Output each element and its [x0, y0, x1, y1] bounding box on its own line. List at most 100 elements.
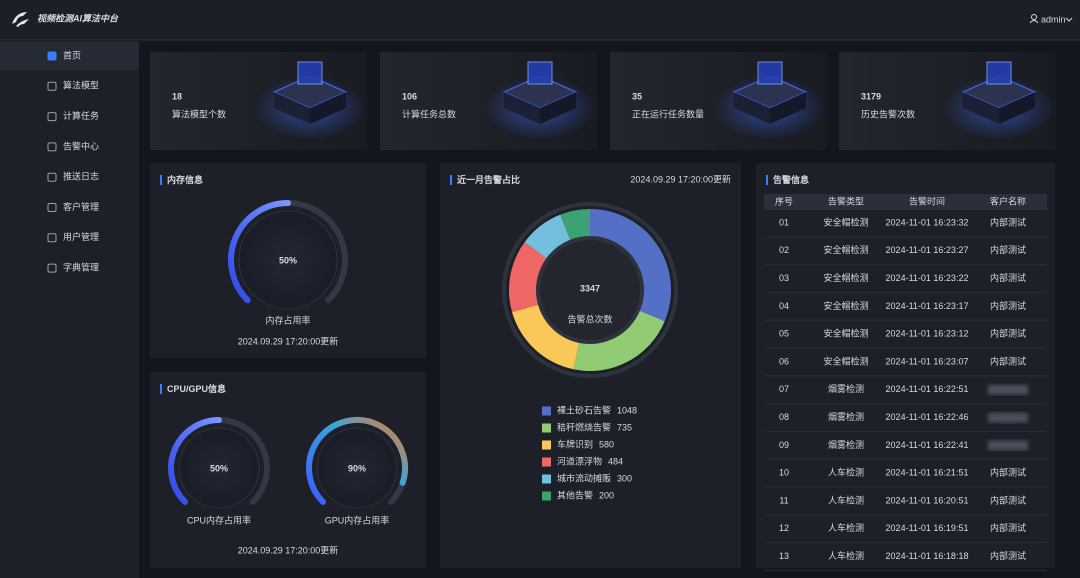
menu-active-bg — [0, 42, 139, 70]
table-cell: 安全帽检测 — [823, 244, 868, 255]
legend-name: 车牌识别 — [557, 438, 593, 449]
table-cell: 2024-11-01 16:21:51 — [886, 468, 969, 478]
panel-title-bar — [766, 175, 768, 185]
table-cell: 安全帽检测 — [823, 355, 868, 366]
updated-time: 2024.09.29 17:20:00更新 — [630, 173, 731, 184]
gauge-caption: 内存占用率 — [265, 314, 310, 325]
stat-value: 3179 — [861, 91, 881, 101]
legend-value: 580 — [599, 439, 614, 449]
table-cell: 烟雾检测 — [828, 383, 864, 394]
legend-value: 300 — [617, 473, 632, 483]
legend-name: 河道漂浮物 — [557, 455, 602, 466]
gauge-arc — [168, 417, 222, 505]
legend-swatch — [542, 423, 551, 433]
user-icon — [1031, 14, 1037, 20]
table-cell: 人车检测 — [828, 494, 864, 505]
stat-value: 18 — [172, 91, 182, 101]
menu-item[interactable]: 计算任务 — [63, 110, 99, 121]
table-header-cell: 序号 — [775, 195, 793, 206]
gauge-dial — [238, 210, 338, 310]
legend-swatch — [542, 457, 551, 467]
donut-outer-ring — [502, 202, 678, 378]
updated-time: 2024.09.29 17:20:00更新 — [238, 335, 339, 346]
table-cell: 烟雾检测 — [828, 439, 864, 450]
gauge-value: 50% — [210, 463, 228, 473]
card-illustration-left — [274, 92, 310, 124]
menu-icon — [47, 51, 57, 61]
table-cell: 2024-11-01 16:23:17 — [886, 301, 969, 311]
table-cell: 人车检测 — [828, 467, 864, 478]
menu-item[interactable]: 推送日志 — [63, 171, 99, 182]
panel-title-bar — [450, 175, 452, 185]
card-illustration-left — [734, 92, 770, 124]
gauge-caption: GPU内存占用率 — [325, 514, 390, 525]
table-cell: 07 — [779, 384, 789, 394]
table-header-cell: 告警时间 — [909, 195, 945, 206]
table-cell: 2024-11-01 16:19:51 — [886, 523, 969, 533]
menu-item[interactable]: 首页 — [63, 49, 81, 60]
menu-item[interactable]: 用户管理 — [63, 231, 99, 242]
legend-swatch — [542, 474, 551, 484]
panel-title: CPU/GPU信息 — [167, 383, 226, 394]
panel-title: 近一月告警占比 — [457, 174, 520, 185]
table-cell: 人车检测 — [828, 550, 864, 561]
donut-segment — [560, 209, 590, 240]
donut-total-label: 告警总次数 — [567, 313, 612, 324]
panel-title-bar — [160, 175, 162, 185]
table-cell: 内部测试 — [990, 272, 1026, 283]
table-cell: 03 — [779, 273, 789, 283]
table-cell: 内部测试 — [990, 216, 1026, 227]
donut-segment — [524, 214, 571, 259]
table-cell: 安全帽检测 — [823, 272, 868, 283]
table-cell: 2024-11-01 16:23:27 — [886, 245, 969, 255]
table-cell: 2024-11-01 16:22:41 — [886, 440, 969, 450]
table-cell: 2024-11-01 16:18:18 — [886, 551, 969, 561]
legend-swatch — [542, 406, 551, 416]
logo — [12, 12, 29, 27]
table-cell: 内部测试 — [990, 522, 1026, 533]
menu-item[interactable]: 告警中心 — [63, 140, 99, 151]
card-illustration-screen — [986, 61, 1012, 85]
card-illustration-right — [310, 92, 346, 124]
menu-icon — [47, 142, 57, 152]
panel-title: 内存信息 — [167, 174, 203, 185]
menu-item[interactable]: 客户管理 — [63, 201, 99, 212]
card-illustration-left — [963, 92, 999, 124]
legend-swatch — [542, 491, 551, 501]
blurred-cell — [988, 440, 1028, 451]
table-cell: 内部测试 — [990, 355, 1026, 366]
table-cell: 05 — [779, 329, 789, 339]
donut-segment — [573, 310, 665, 372]
stat-label: 历史告警次数 — [861, 108, 915, 119]
table-cell: 内部测试 — [990, 550, 1026, 561]
table-cell: 安全帽检测 — [823, 216, 868, 227]
gauge-value: 50% — [279, 255, 297, 265]
blurred-cell — [988, 412, 1028, 423]
legend-swatch — [542, 440, 551, 450]
blurred-cell — [988, 384, 1028, 395]
table-cell: 2024-11-01 16:23:07 — [886, 356, 969, 366]
card-illustration-left — [504, 92, 540, 124]
user-dropdown[interactable] — [1065, 17, 1073, 22]
table-cell: 10 — [779, 468, 789, 478]
donut-segment — [509, 242, 547, 313]
menu-item[interactable]: 算法模型 — [63, 80, 99, 91]
card-illustration-screen — [757, 61, 783, 85]
stat-label: 算法模型个数 — [172, 108, 226, 119]
table-cell: 02 — [779, 245, 789, 255]
table-cell: 内部测试 — [990, 467, 1026, 478]
card-illustration-right — [540, 92, 576, 124]
menu-icon — [47, 263, 57, 273]
table-cell: 安全帽检测 — [823, 328, 868, 339]
stat-value: 35 — [632, 91, 642, 101]
menu-item[interactable]: 字典管理 — [63, 261, 99, 272]
user-name[interactable]: admin — [1041, 14, 1066, 24]
gauge-value: 90% — [348, 463, 366, 473]
table-header-cell: 客户名称 — [990, 195, 1026, 206]
updated-time: 2024.09.29 17:20:00更新 — [238, 544, 339, 555]
table-cell: 2024-11-01 16:23:12 — [886, 329, 969, 339]
donut-total: 3347 — [580, 283, 600, 293]
card-illustration-screen — [297, 61, 323, 85]
